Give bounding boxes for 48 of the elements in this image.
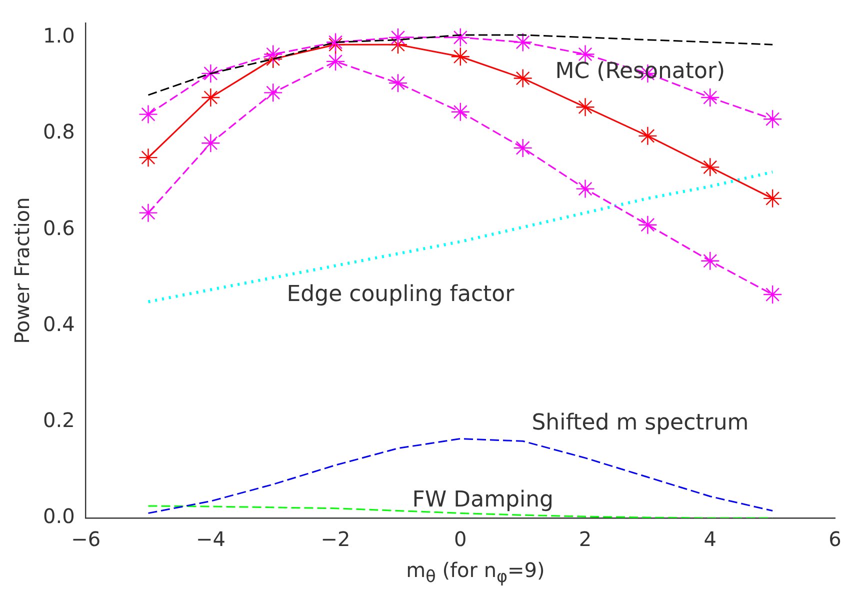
x-tick-label: 6 xyxy=(828,527,842,552)
point xyxy=(138,148,158,168)
point xyxy=(450,47,470,66)
point xyxy=(138,203,158,222)
y-axis-title: Power Fraction xyxy=(10,197,34,344)
point xyxy=(264,83,283,102)
y-tick-label: 0.4 xyxy=(42,312,75,336)
line-series xyxy=(147,34,774,96)
point xyxy=(638,126,658,146)
point xyxy=(700,251,720,270)
point xyxy=(700,88,720,108)
x-tick-label: −2 xyxy=(320,527,350,552)
point xyxy=(513,32,532,52)
point xyxy=(138,104,158,124)
point xyxy=(388,28,408,48)
y-tick-label: 0.6 xyxy=(42,216,75,240)
point xyxy=(576,179,595,198)
point xyxy=(638,215,658,234)
point xyxy=(513,68,532,88)
y-tick-label: 0.2 xyxy=(42,408,75,432)
point xyxy=(762,110,782,129)
point xyxy=(513,138,532,158)
annotation: Edge coupling factor xyxy=(286,282,516,307)
point xyxy=(264,44,283,64)
y-tick-label: 0.0 xyxy=(42,504,75,528)
x-tick-label: 4 xyxy=(704,527,716,552)
annotation: Shifted m spectrum xyxy=(532,410,749,436)
point xyxy=(762,284,782,304)
point xyxy=(201,88,220,108)
x-tick-label: −6 xyxy=(71,527,101,552)
line-series xyxy=(147,438,774,514)
point xyxy=(326,52,346,72)
annotation: FW Damping xyxy=(412,487,554,512)
y-tick-label: 1.0 xyxy=(42,24,75,48)
point xyxy=(450,102,470,122)
x-tick-label: −4 xyxy=(196,527,226,552)
point xyxy=(201,134,220,153)
point xyxy=(576,98,595,117)
x-axis-title: m$_{θ}$ (for n$_{φ}$=9) xyxy=(405,558,546,586)
point xyxy=(388,73,408,93)
point xyxy=(201,64,220,84)
x-tick-label: 0 xyxy=(454,527,467,552)
point xyxy=(762,188,782,208)
y-tick-label: 0.8 xyxy=(42,120,75,144)
point xyxy=(388,35,408,54)
x-tick-label: 2 xyxy=(578,527,592,552)
point xyxy=(450,28,470,48)
point xyxy=(700,158,720,177)
